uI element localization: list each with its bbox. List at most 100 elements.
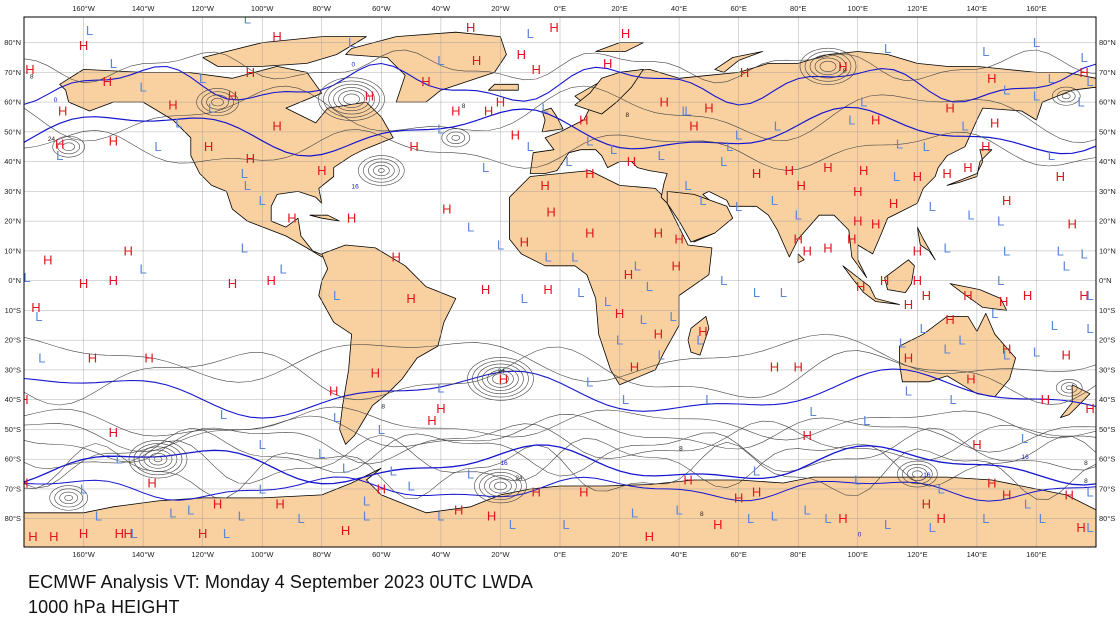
low-pressure-marker: L [884, 517, 891, 532]
high-pressure-marker: H [28, 529, 37, 544]
low-pressure-marker: L [154, 139, 161, 154]
contour-ring [479, 472, 522, 500]
lat-label-right: 20°N [1099, 217, 1116, 226]
high-pressure-marker: H [963, 288, 972, 303]
high-pressure-marker: H [713, 517, 722, 532]
lat-label-left: 60°S [5, 455, 21, 464]
high-pressure-marker: H [109, 133, 118, 148]
lat-label-left: 50°S [5, 425, 21, 434]
high-pressure-marker: H [436, 401, 445, 416]
low-pressure-marker: L [610, 142, 617, 157]
cyclone-contour [1055, 379, 1083, 397]
low-pressure-marker: L [854, 473, 861, 488]
contour-ring [62, 142, 75, 151]
low-pressure-marker: L [1033, 89, 1040, 104]
cyclone-contour [133, 443, 183, 476]
lon-label-bottom: 120°W [191, 550, 215, 559]
low-pressure-marker: L [363, 493, 370, 508]
contour-ring [57, 139, 80, 155]
contour-ring [201, 91, 234, 113]
cyclone-contour [1060, 382, 1078, 394]
low-pressure-marker: L [541, 101, 548, 116]
low-pressure-marker: L [699, 193, 706, 208]
map-frame [23, 16, 1097, 548]
low-pressure-marker: L [577, 285, 584, 300]
lon-label-top: 120°W [191, 4, 215, 13]
lat-label-right: 50°S [1099, 425, 1115, 434]
lat-label-right: 60°N [1099, 98, 1116, 107]
lat-label-right: 30°N [1099, 187, 1116, 196]
low-pressure-marker: L [1086, 484, 1093, 499]
cyclone-contour [49, 485, 88, 511]
high-pressure-marker: H [546, 205, 555, 220]
high-pressure-marker: H [802, 243, 811, 258]
cyclone-contour [153, 456, 163, 463]
low-pressure-marker: L [565, 154, 572, 169]
high-pressure-marker: H [823, 160, 832, 175]
high-pressure-marker: H [847, 231, 856, 246]
lat-label-left: 80°N [4, 38, 21, 47]
high-pressure-marker: H [904, 297, 913, 312]
land-japan [946, 149, 993, 186]
cyclone-contour [1051, 86, 1081, 106]
high-pressure-marker: H [198, 526, 207, 541]
high-pressure-marker: H [621, 26, 630, 41]
high-pressure-marker: H [329, 383, 338, 398]
field-caption: 1000 hPa HEIGHT [28, 597, 180, 617]
low-pressure-marker: L [997, 214, 1004, 229]
lon-label-bottom: 80°W [313, 550, 332, 559]
contour-line [24, 49, 1096, 84]
low-pressure-marker: L [521, 291, 528, 306]
low-pressure-marker: L [544, 249, 551, 264]
cyclone-contour [902, 464, 933, 485]
cyclone-contour [1056, 90, 1076, 103]
contour-line-blue [24, 62, 1096, 106]
lon-label-bottom: 100°W [251, 550, 275, 559]
high-pressure-marker: H [109, 425, 118, 440]
low-pressure-marker: L [333, 410, 340, 425]
lon-label-top: 140°E [967, 4, 988, 13]
cyclone-contour [373, 165, 390, 177]
low-pressure-marker: L [1063, 258, 1070, 273]
contour-ring [489, 478, 512, 494]
high-pressure-marker: H [698, 324, 707, 339]
low-pressure-marker: L [131, 526, 138, 541]
high-pressure-marker: H [540, 178, 549, 193]
low-pressure-marker: L [896, 136, 903, 151]
contour-ring [819, 60, 837, 72]
lon-label-top: 160°W [72, 4, 96, 13]
high-pressure-marker: H [823, 240, 832, 255]
contour-ring [484, 475, 517, 497]
high-pressure-marker: H [487, 508, 496, 523]
low-pressure-marker: L [780, 285, 787, 300]
lat-label-left: 40°S [5, 395, 21, 404]
high-pressure-marker: H [25, 62, 34, 77]
high-pressure-marker: H [204, 139, 213, 154]
contour-ring [323, 80, 380, 118]
low-pressure-marker: L [675, 502, 682, 517]
low-pressure-marker: L [241, 240, 248, 255]
cyclone-contour [1061, 93, 1071, 100]
lon-label-bottom: 20°E [611, 550, 627, 559]
low-pressure-marker: L [824, 511, 831, 526]
lon-label-bottom: 0°E [554, 550, 566, 559]
low-pressure-marker: L [220, 407, 227, 422]
low-pressure-marker: L [139, 261, 146, 276]
lon-label-top: 40°E [671, 4, 687, 13]
anticyclone-contour [487, 370, 514, 388]
low-pressure-marker: L [509, 517, 516, 532]
lon-label-bottom: 80°E [790, 550, 806, 559]
high-pressure-marker: H [770, 359, 779, 374]
low-pressure-marker: L [238, 508, 245, 523]
contour-value-label: 16 [923, 472, 931, 479]
zero-contour-line [24, 444, 1096, 486]
lon-label-bottom: 40°W [432, 550, 451, 559]
lon-label-top: 80°E [790, 4, 806, 13]
high-pressure-marker: H [630, 359, 639, 374]
cyclone-contour [143, 449, 173, 469]
high-pressure-marker: H [752, 166, 761, 181]
high-pressure-marker: H [19, 476, 28, 491]
low-pressure-marker: L [1021, 431, 1028, 446]
low-pressure-marker: L [1086, 288, 1093, 303]
